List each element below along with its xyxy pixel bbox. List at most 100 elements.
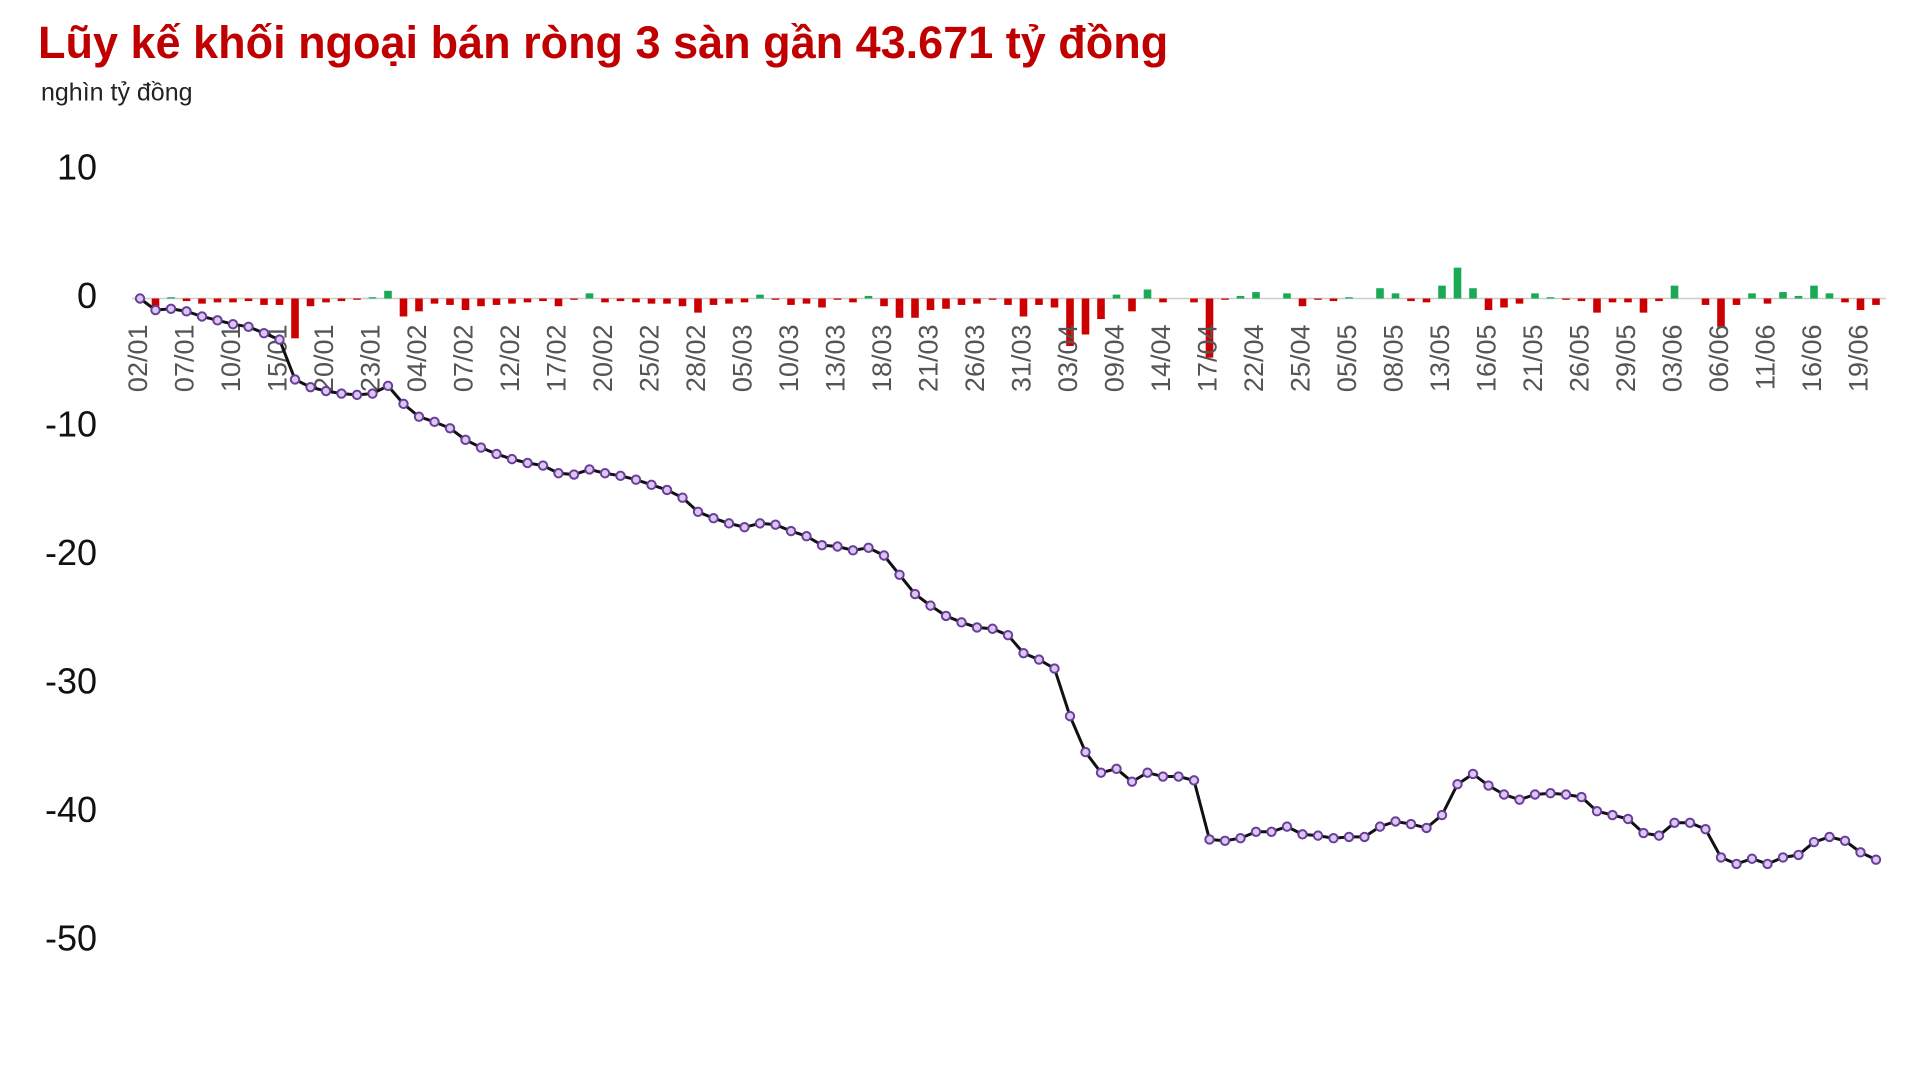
line-marker — [1343, 831, 1355, 843]
line-marker — [630, 474, 642, 485]
bar — [1376, 288, 1384, 299]
bar — [647, 298, 656, 304]
bar — [1670, 285, 1679, 299]
line-marker — [227, 319, 239, 330]
bar — [151, 298, 160, 311]
bar — [1019, 298, 1028, 317]
x-tick-label: 13/03 — [821, 325, 851, 393]
bar — [1159, 298, 1167, 303]
line-marker — [568, 469, 580, 480]
bar — [942, 298, 950, 309]
bar — [880, 298, 888, 307]
y-axis-unit: nghìn tỷ đồng — [41, 79, 193, 107]
x-tick-label: 20/01 — [309, 325, 339, 393]
x-tick-label: 03/06 — [1658, 325, 1688, 393]
line-marker — [1793, 849, 1804, 861]
line-marker — [1529, 789, 1541, 800]
line-marker — [429, 416, 440, 428]
line-marker — [1188, 775, 1200, 786]
bar — [585, 293, 594, 299]
line-marker — [1018, 647, 1029, 659]
bar — [1143, 289, 1152, 299]
line-marker — [1715, 852, 1727, 863]
x-tick-label: 16/06 — [1797, 325, 1827, 393]
bar — [756, 294, 764, 299]
bar — [523, 298, 532, 303]
x-tick-label: 16/05 — [1472, 325, 1502, 393]
bar — [337, 298, 346, 302]
bar — [1283, 293, 1291, 299]
bar — [1577, 298, 1586, 302]
x-tick-label: 29/05 — [1611, 325, 1641, 393]
bar — [849, 298, 857, 303]
line-marker — [1746, 853, 1758, 864]
line-marker — [847, 545, 859, 556]
line-marker — [274, 334, 285, 345]
bar — [1593, 298, 1601, 313]
line-marker — [723, 518, 735, 529]
line-marker — [336, 388, 347, 399]
line-marker — [1405, 818, 1417, 830]
bar — [1717, 298, 1725, 327]
line-marker — [1126, 776, 1138, 787]
line-marker — [1855, 847, 1866, 858]
line-marker — [1297, 829, 1308, 840]
bar — [1407, 298, 1415, 302]
line-marker — [1436, 809, 1448, 821]
bar — [1035, 298, 1043, 305]
line-marker — [305, 381, 316, 393]
chart-title: Lũy kế khối ngoại bán ròng 3 sàn gần 43.… — [38, 17, 1168, 68]
line-marker — [1514, 794, 1525, 805]
line-marker — [909, 588, 921, 600]
line-marker — [754, 518, 766, 529]
x-tick-label: 14/04 — [1146, 325, 1176, 393]
bar — [306, 298, 315, 307]
line-marker — [1824, 831, 1835, 843]
line-marker — [785, 525, 797, 537]
bar — [911, 298, 919, 318]
line-marker — [1142, 767, 1153, 778]
line-marker — [212, 315, 223, 326]
bar — [1298, 298, 1307, 307]
line-marker — [1390, 816, 1401, 827]
line-marker — [1049, 663, 1060, 674]
line-marker — [181, 306, 192, 317]
x-tick-label: 23/01 — [356, 325, 386, 393]
bar — [1453, 267, 1462, 299]
bar — [399, 298, 408, 317]
line-marker — [816, 540, 828, 551]
bar — [275, 298, 284, 305]
bar — [1655, 298, 1663, 302]
y-tick-label: -20 — [45, 532, 97, 573]
bar — [508, 298, 516, 304]
line-marker — [243, 321, 254, 332]
bar — [926, 298, 935, 311]
line-marker — [646, 479, 657, 491]
bar — [616, 298, 625, 302]
line-marker — [1219, 835, 1231, 846]
y-tick-label: -30 — [45, 661, 97, 702]
line-marker — [661, 484, 673, 496]
x-tick-label: 25/04 — [1286, 325, 1316, 393]
bar — [1562, 298, 1570, 300]
line-marker — [1591, 806, 1603, 817]
bar — [1190, 298, 1198, 303]
bar — [1252, 292, 1260, 299]
bar — [818, 298, 826, 308]
bar — [322, 298, 330, 303]
x-tick-label: 17/02 — [542, 325, 572, 393]
line-marker — [475, 442, 487, 453]
bar — [1546, 297, 1555, 299]
bar — [1050, 298, 1059, 308]
line-marker — [1483, 780, 1494, 791]
y-tick-label: -40 — [45, 789, 97, 830]
bar — [368, 297, 377, 299]
x-tick-label: 04/02 — [402, 325, 432, 393]
bar — [213, 298, 222, 303]
line-marker — [956, 617, 967, 628]
bar — [1469, 288, 1477, 299]
x-tick-label: 28/02 — [681, 325, 711, 393]
line-marker — [196, 311, 208, 322]
bar — [539, 298, 547, 302]
